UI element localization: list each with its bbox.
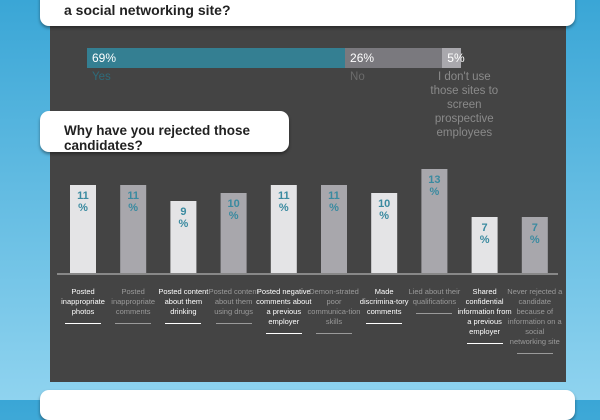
value-label-6: 10% — [378, 198, 390, 222]
label-underline-3 — [215, 323, 252, 324]
category-label-2: Posted content about them drinking — [158, 287, 209, 316]
value-label-4: 11% — [278, 190, 290, 214]
bar-6 — [371, 193, 398, 273]
bar-8 — [471, 217, 498, 273]
category-label-5: Demon-strated poor communica-tion skills — [307, 287, 361, 326]
question-card-3 — [40, 390, 575, 420]
value-label-0: 11% — [77, 190, 89, 214]
value-label-5: 11% — [328, 190, 340, 214]
category-label-6: Made discrimina-tory comments — [359, 287, 409, 316]
question-2-text: Why have you rejected those candidates? — [64, 123, 251, 153]
value-label-3: 10% — [227, 198, 239, 222]
answer-bar-0: 69% — [87, 48, 346, 68]
bar-3 — [220, 193, 247, 273]
label-underline-0 — [65, 323, 101, 324]
question-card-2: Why have you rejected those candidates? — [40, 111, 289, 153]
answer-bar-2: 5% — [442, 48, 465, 68]
value-label-2: 9% — [179, 206, 189, 230]
question-1-text: a social networking site? — [64, 2, 231, 18]
label-underline-9 — [516, 353, 553, 354]
value-label-1: 11% — [127, 190, 139, 214]
category-label-7: Lied about their qualifications — [408, 287, 461, 306]
bar-1 — [120, 185, 147, 273]
bar-7 — [421, 169, 448, 273]
value-label-7: 13% — [428, 174, 440, 198]
question-card-1: a social networking site? — [40, 0, 575, 26]
bar-2 — [170, 201, 197, 273]
label-underline-4 — [265, 333, 302, 334]
bar-9 — [521, 217, 548, 273]
label-underline-2 — [165, 323, 202, 324]
category-label-1: Posted inappropriate comments — [111, 287, 156, 316]
category-label-4: Posted negative comments about a previou… — [256, 287, 312, 326]
answer-bar-1: 26% — [345, 48, 443, 68]
label-underline-5 — [316, 333, 352, 334]
category-label-8: Shared confidential information from a p… — [457, 287, 512, 336]
label-underline-7 — [416, 313, 453, 314]
bar-5 — [321, 185, 347, 273]
label-underline-6 — [366, 323, 403, 324]
label-underline-8 — [466, 343, 503, 344]
category-label-0: Posted inappropriate photos — [61, 287, 105, 316]
answer-label-1: No — [350, 71, 365, 83]
category-label-9: Never rejected a candidate because of in… — [507, 287, 563, 346]
bar-4 — [270, 185, 297, 273]
category-label-3: Posted content about them using drugs — [208, 287, 259, 316]
answer-label-2: I don't use those sites to screen prospe… — [430, 71, 499, 139]
value-label-9: 7% — [530, 222, 540, 246]
rejection-reasons-chart: 11 % 11% 9 % 10 % 11 % 11% 10 % 13 % 7 % 7% — [57, 169, 558, 275]
answer-label-0: Yes — [92, 71, 111, 83]
bar-0 — [70, 185, 96, 273]
label-underline-1 — [115, 323, 152, 324]
value-label-8: 7% — [480, 222, 490, 246]
